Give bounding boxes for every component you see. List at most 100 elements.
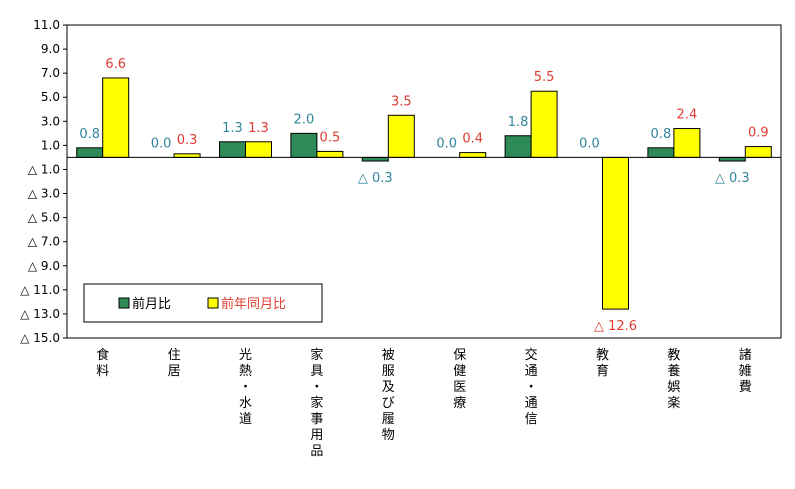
bar-yoy: [316, 150, 344, 158]
category-label-char: 及: [382, 380, 395, 395]
bars-layer: [67, 77, 781, 310]
category-label-char: 費: [739, 380, 752, 395]
category-label-char: 療: [453, 396, 466, 411]
data-label-mom: 0.0: [151, 136, 172, 151]
data-label-yoy: 3.5: [391, 94, 412, 109]
y-tick-label: △ 1.0: [28, 162, 60, 176]
bar-mom: [718, 156, 746, 162]
legend-swatch-yoy: [207, 297, 219, 309]
bar-yoy: [673, 128, 701, 158]
legend-label-yoy: 前年同月比: [221, 296, 286, 312]
category-label-char: 通: [525, 364, 538, 379]
y-axis-ticks: 11.0 9.0 7.0 5.0 3.0 1.0 △ 1.0 △ 3.0 △ 5.0 △ 7.0 △…: [20, 18, 67, 345]
bar-mom: [647, 147, 675, 158]
y-tick-label: △ 9.0: [28, 259, 60, 273]
category-label-char: 雑: [739, 363, 752, 379]
category-label-char: 育: [596, 363, 609, 379]
category-label-char: 娯: [667, 380, 680, 395]
data-label-mom: 0.0: [436, 136, 457, 151]
y-tick-label: 3.0: [41, 114, 60, 128]
data-labels-layer: 0.8 6.6 0.0 0.3 1.3 1.3 2.0 0.5 △ 0.3 3.5 0.0 0.4 1.…: [79, 57, 768, 334]
bar-yoy: [602, 156, 629, 310]
category-label-char: 保: [453, 348, 466, 363]
bar-yoy: [744, 146, 772, 158]
category-label-char: ・: [239, 380, 252, 395]
data-label-yoy: △ 12.6: [594, 319, 637, 334]
y-tick-label: △ 3.0: [28, 187, 60, 201]
bar-mom: [76, 147, 104, 158]
category-label-char: 用: [310, 428, 323, 443]
y-tick-label: 5.0: [41, 90, 60, 104]
data-label-yoy: 5.5: [534, 70, 555, 85]
data-label-mom: △ 0.3: [358, 171, 393, 186]
data-label-yoy: 0.9: [748, 126, 769, 141]
data-label-yoy: 6.6: [105, 57, 126, 72]
category-label-char: 具: [310, 364, 323, 379]
category-label-char: 信: [525, 412, 538, 427]
category-label-char: 諸: [739, 347, 752, 363]
y-tick-label: △ 13.0: [20, 307, 60, 321]
bar-yoy: [173, 153, 201, 158]
data-label-mom: 0.0: [579, 136, 600, 151]
category-label-char: 熱: [239, 364, 252, 379]
legend-label-mom: 前月比: [132, 296, 171, 312]
bar-mom: [219, 141, 246, 158]
category-label-char: 水: [239, 396, 252, 411]
legend: 前月比 前年同月比: [83, 283, 323, 323]
legend-swatch-mom: [118, 297, 130, 309]
y-tick-label: 9.0: [41, 42, 60, 56]
data-label-mom: 1.3: [222, 121, 243, 136]
bar-mom: [290, 132, 318, 158]
data-label-yoy: 2.4: [677, 108, 698, 123]
y-tick-label: △ 11.0: [20, 283, 60, 297]
y-tick-label: △ 15.0: [20, 331, 60, 345]
bar-yoy: [102, 77, 130, 158]
category-label-char: 家: [310, 347, 323, 363]
category-label-char: 楽: [667, 395, 680, 411]
category-label-char: 交: [525, 347, 538, 363]
category-label-char: 医: [453, 380, 466, 395]
y-tick-label: 1.0: [41, 138, 60, 152]
bar-yoy: [387, 114, 415, 158]
category-label-char: 居: [168, 364, 181, 379]
category-label-char: 通: [525, 396, 538, 411]
bar-yoy: [530, 90, 558, 158]
category-label-char: 光: [239, 348, 252, 363]
category-label-char: 料: [96, 364, 109, 379]
category-label-char: 健: [453, 364, 466, 379]
category-label-char: 養: [667, 363, 680, 379]
category-label-char: ・: [310, 380, 323, 395]
bar-yoy: [245, 141, 272, 158]
data-label-mom: △ 0.3: [715, 171, 750, 186]
category-label-char: 道: [239, 412, 252, 427]
category-label-char: 教: [596, 347, 609, 363]
bar-yoy: [459, 152, 487, 158]
category-label-char: 教: [667, 347, 680, 363]
category-label-char: 履: [382, 412, 395, 427]
data-label-yoy: 0.5: [320, 130, 341, 145]
data-label-yoy: 0.3: [177, 133, 198, 148]
data-label-mom: 1.8: [508, 115, 529, 130]
category-label-char: 物: [382, 428, 395, 443]
y-tick-label: △ 7.0: [28, 235, 60, 249]
category-label-char: 住: [168, 348, 181, 363]
category-label-char: 品: [310, 444, 323, 459]
y-tick-label: 7.0: [41, 66, 60, 80]
bar-mom: [504, 135, 532, 158]
category-label-char: 服: [382, 364, 395, 379]
data-label-yoy: 0.4: [462, 132, 483, 147]
y-tick-label: △ 5.0: [28, 211, 60, 225]
data-label-mom: 2.0: [294, 112, 315, 127]
category-label-char: 家: [310, 395, 323, 411]
data-label-yoy: 1.3: [248, 121, 269, 136]
y-tick-label: 11.0: [33, 18, 60, 32]
category-label-char: 事: [310, 412, 323, 427]
bar-mom: [361, 156, 389, 162]
category-label-char: ・: [525, 380, 538, 395]
data-label-mom: 0.8: [79, 127, 100, 142]
category-label-char: 食: [96, 347, 109, 363]
category-label-char: び: [382, 396, 395, 411]
category-label-char: 被: [382, 348, 395, 363]
